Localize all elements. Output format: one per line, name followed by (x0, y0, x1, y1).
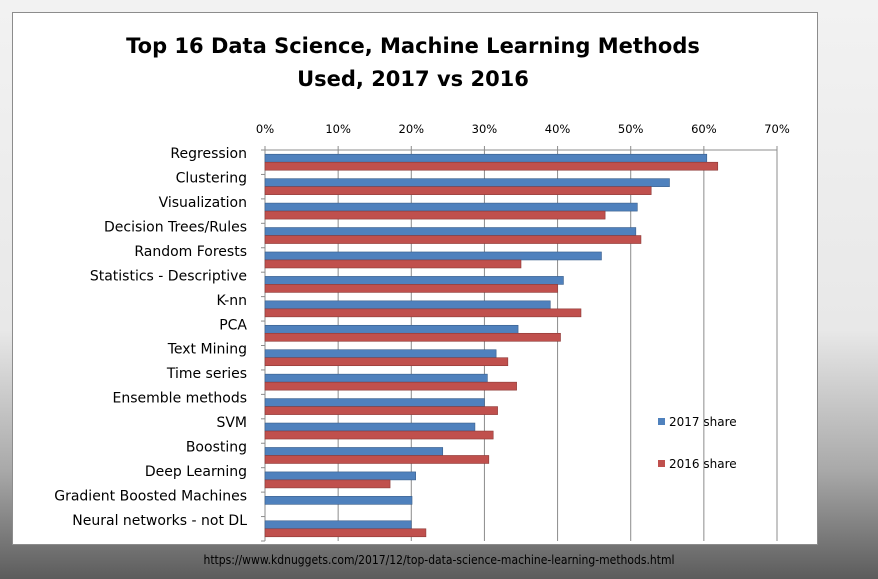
bar-2017-2 (264, 202, 638, 212)
category-label-0: Regression (170, 146, 247, 162)
bar-2017-5 (264, 276, 564, 285)
bar-2017-12 (264, 447, 444, 456)
category-label-7: PCA (219, 317, 247, 333)
x-tick-label-6: 60% (691, 122, 717, 136)
bar-2016-0 (264, 161, 719, 171)
bar-2017-14 (264, 496, 413, 505)
bar-2017-6 (264, 300, 551, 310)
category-label-2: Visualization (159, 195, 247, 211)
category-label-12: Boosting (186, 439, 247, 455)
category-label-4: Random Forests (134, 244, 247, 260)
bar-2016-8 (264, 357, 509, 367)
chart-title-line-2: Used, 2017 vs 2016 (297, 67, 529, 91)
x-tick-label-7: 70% (764, 122, 790, 136)
x-tick-label-2: 20% (399, 122, 425, 136)
bar-2017-7 (264, 324, 519, 334)
bar-2017-8 (264, 349, 497, 359)
bar-2016-13 (264, 479, 391, 489)
legend-label-1: 2017 share (669, 415, 737, 429)
bar-2017-9 (264, 373, 488, 383)
chart-svg: Top 16 Data Science, Machine Learning Me… (54, 34, 790, 542)
bar-2017-11 (264, 422, 476, 432)
category-label-11: SVM (216, 415, 247, 431)
category-label-10: Ensemble methods (113, 391, 247, 407)
bar-2016-7 (264, 332, 561, 342)
x-tick-label-3: 30% (472, 122, 498, 136)
bar-2017-3 (264, 227, 637, 236)
category-label-13: Deep Learning (145, 464, 247, 480)
bar-2016-3 (264, 235, 642, 244)
bar-2016-15 (264, 528, 427, 538)
bar-2016-5 (264, 284, 558, 293)
legend-swatch-2 (658, 460, 665, 467)
bar-2017-15 (264, 520, 412, 530)
bar-2016-11 (264, 430, 494, 440)
chart-title-line-1: Top 16 Data Science, Machine Learning Me… (126, 34, 700, 58)
category-label-6: K-nn (216, 293, 247, 309)
category-label-3: Decision Trees/Rules (104, 220, 247, 236)
bar-2016-12 (264, 455, 490, 464)
bar-2016-2 (264, 210, 606, 220)
bar-2017-13 (264, 471, 416, 481)
legend-swatch-1 (658, 418, 665, 425)
category-label-8: Text Mining (167, 342, 247, 358)
x-tick-label-1: 10% (325, 122, 351, 136)
bar-2016-10 (264, 406, 498, 415)
source-url: https://www.kdnuggets.com/2017/12/top-da… (203, 553, 675, 567)
bar-2016-6 (264, 308, 582, 318)
category-label-14: Gradient Boosted Machines (54, 488, 247, 504)
bar-2016-9 (264, 381, 517, 391)
chart-frame: Top 16 Data Science, Machine Learning Me… (12, 12, 818, 545)
bar-2017-1 (264, 178, 670, 187)
x-tick-label-0: 0% (256, 122, 274, 136)
legend-label-2: 2016 share (669, 457, 737, 471)
x-tick-label-5: 50% (618, 122, 644, 136)
x-tick-label-4: 40% (545, 122, 571, 136)
category-label-15: Neural networks - not DL (72, 513, 247, 529)
bar-2016-4 (264, 259, 522, 269)
bar-2017-10 (264, 398, 485, 407)
bar-2017-0 (264, 153, 708, 163)
bar-2016-1 (264, 186, 652, 195)
category-label-1: Clustering (176, 171, 247, 187)
bar-2017-4 (264, 251, 602, 261)
category-label-5: Statistics - Descriptive (90, 268, 247, 284)
category-label-9: Time series (166, 366, 247, 382)
